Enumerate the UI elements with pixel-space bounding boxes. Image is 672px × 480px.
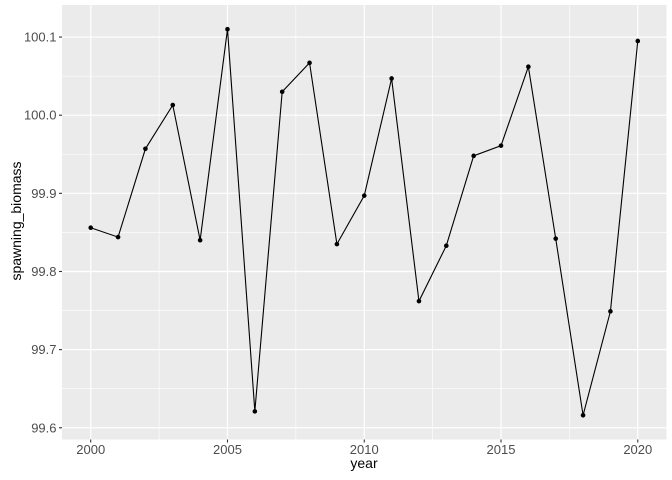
x-axis-title: year [350,455,378,471]
y-tick-label: 99.7 [31,342,56,357]
data-point-2007 [279,89,285,95]
data-point-2008 [307,60,312,66]
data-point-2006 [252,409,258,414]
data-point-2011 [389,76,394,81]
data-point-2016 [526,64,531,70]
x-tick-label: 2000 [76,442,105,457]
data-point-2018 [580,412,586,418]
data-point-2009 [334,241,340,247]
data-point-2012 [416,298,422,304]
y-tick-label: 100.0 [24,108,57,123]
y-tick-label: 99.9 [31,186,56,201]
x-tick-label: 2015 [487,442,516,457]
y-tick-label: 99.8 [31,264,56,279]
x-tick-label: 2010 [350,442,379,457]
y-tick-label: 100.1 [24,30,57,45]
data-point-2000 [88,225,94,231]
data-point-2013 [444,243,449,248]
data-point-2005 [225,26,230,32]
data-point-2002 [143,146,148,152]
data-point-2004 [197,237,203,243]
data-point-2017 [553,236,559,241]
data-point-2003 [170,102,176,108]
y-tick-label: 99.6 [31,420,56,435]
data-point-2015 [498,143,504,148]
data-point-2019 [608,309,613,314]
data-point-2014 [471,153,476,159]
y-axis-title: spawning_biomass [8,161,24,281]
data-point-2020 [635,38,641,44]
x-tick-label: 2005 [213,442,242,457]
x-tick-label: 2020 [623,442,652,457]
data-point-2010 [361,193,367,198]
data-point-2001 [115,234,121,240]
